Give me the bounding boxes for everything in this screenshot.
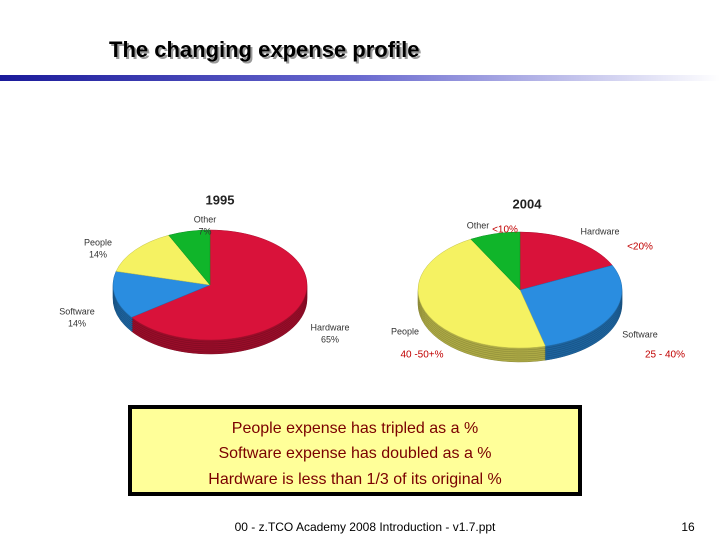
footer: 00 - z.TCO Academy 2008 Introduction - v… bbox=[235, 520, 496, 534]
pie-slice bbox=[112, 271, 211, 318]
page-number: 16 bbox=[681, 520, 695, 534]
value-label: 40 -50+% bbox=[400, 350, 443, 361]
category-label: Software bbox=[59, 306, 95, 316]
pie-slice bbox=[168, 229, 211, 286]
summary-line: People expense has tripled as a % bbox=[232, 420, 478, 437]
summary-line: Software expense has doubled as a % bbox=[218, 445, 491, 462]
value-label: 14% bbox=[68, 318, 86, 328]
pie-slice bbox=[417, 238, 546, 349]
pie-slice bbox=[470, 231, 521, 291]
category-label: Hardware bbox=[310, 322, 349, 332]
value-label: <20% bbox=[627, 242, 653, 253]
pie-slice bbox=[519, 265, 623, 347]
value-label: 25 - 40% bbox=[645, 350, 685, 361]
pie-slice bbox=[519, 231, 613, 291]
chart-title: 1995 bbox=[206, 192, 235, 207]
category-label: Software bbox=[622, 329, 658, 339]
chart-title: 2004 bbox=[513, 196, 543, 211]
value-label: 14% bbox=[89, 249, 107, 259]
category-label: Hardware bbox=[580, 226, 619, 236]
slide-title: The changing expense profile bbox=[109, 37, 420, 62]
category-label: Other bbox=[467, 220, 490, 230]
category-label: People bbox=[391, 326, 419, 336]
pie-slice bbox=[131, 229, 308, 341]
value-label: 65% bbox=[321, 334, 339, 344]
pie-slice bbox=[115, 234, 211, 286]
summary-line: Hardware is less than 1/3 of its origina… bbox=[208, 471, 501, 488]
title-shadow: The changing expense profile bbox=[111, 39, 422, 64]
category-label: People bbox=[84, 237, 112, 247]
category-label: Other bbox=[194, 214, 217, 224]
summary-box bbox=[128, 405, 582, 496]
value-label: 7% bbox=[198, 226, 211, 236]
value-label: <10% bbox=[492, 225, 518, 236]
title-rule bbox=[0, 75, 720, 81]
